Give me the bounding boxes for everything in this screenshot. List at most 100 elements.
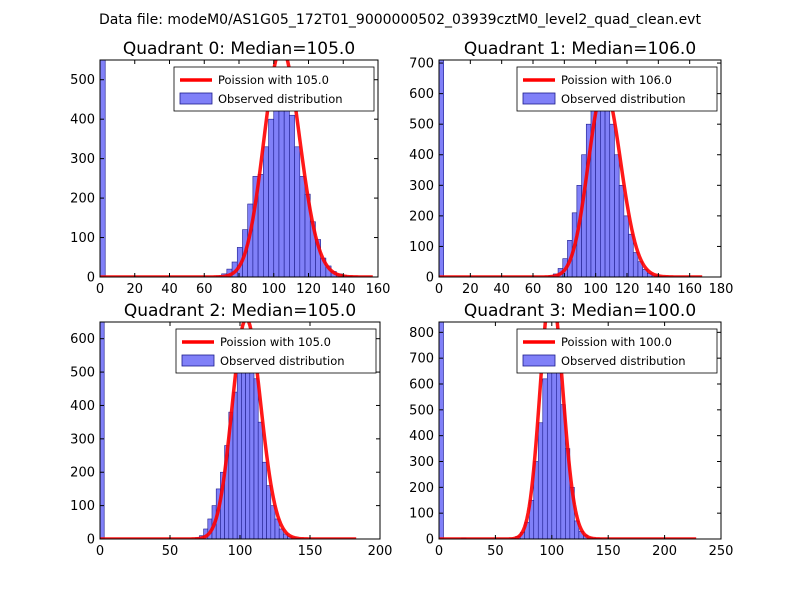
quadrant-2-hist-bar [241,345,246,539]
quadrant-0-ytick-label: 400 [70,113,95,128]
quadrant-3-ytick-label: 300 [409,455,434,470]
quadrant-2-ytick-label: 500 [70,366,95,381]
quadrant-0-ytick-label: 300 [70,152,95,167]
quadrant-1-ytick-label: 200 [409,209,434,224]
quadrant-3-ytick-label: 500 [409,403,434,418]
quadrant-3-hist-bar [542,378,548,539]
quadrant-3-ytick-label: 0 [426,533,434,548]
quadrant-0-hist-bar [273,87,280,277]
quadrant-2-hist-bar [257,421,263,539]
quadrant-0-legend-hist-swatch [179,92,213,105]
quadrant-0-hist-bar [294,146,301,277]
quadrant-3-xtick-label: 100 [539,544,564,559]
quadrant-1-xtick-label: 20 [462,282,479,297]
quadrant-1-xtick-label: 40 [493,282,510,297]
quadrant-1-xtick-label: 120 [615,282,640,297]
quadrant-0-xtick-label: 0 [96,282,104,297]
quadrant-1-ytick-label: 400 [409,148,434,163]
quadrant-3-ytick-label: 400 [409,429,434,444]
quadrant-2-legend: Poission with 105.0 Observed distribution [175,328,377,374]
quadrant-1-hist-bar [614,154,620,277]
quadrant-2-hist-edge-bar [100,322,105,539]
quadrant-2-hist-bar [236,365,242,539]
quadrant-1-ytick-label: 100 [409,240,434,255]
quadrant-1-hist-bar [604,90,611,277]
quadrant-0-data-layer [100,60,373,277]
quadrant-0-hist-bar [289,114,295,277]
quadrant-1-legend-hist-label: Observed distribution [561,92,686,106]
quadrant-1-title: Quadrant 1: Median=106.0 [464,39,696,59]
quadrant-2-hist-bar [232,391,238,539]
quadrant-1-ytick-label: 700 [409,57,434,72]
quadrant-2-ytick-label: 200 [70,466,95,481]
quadrant-1-hist-bar [628,233,634,277]
quadrant-2-hist-bar [266,485,272,539]
quadrant-3-legend-hist-label: Observed distribution [561,354,686,368]
quadrant-1-hist-bar [618,185,625,277]
quadrant-0-hist-bar [268,118,275,277]
quadrant-1-xtick-label: 140 [646,282,671,297]
quadrant-3-ytick-label: 200 [409,481,434,496]
quadrant-2-xtick-label: 100 [228,544,253,559]
quadrant-0-xtick-label: 60 [196,282,213,297]
quadrant-0-panel: 0 20 40 60 80 100 120 140 160 0 100 200 300 400 500 Qua… [70,39,390,297]
quadrant-0-ytick-label: 100 [70,231,95,246]
quadrant-0-xtick-label: 80 [231,282,248,297]
quadrant-3-legend: Poission with 100.0 Observed distribution [516,328,718,374]
quadrant-0-xtick-label: 100 [261,282,286,297]
quadrant-1-ytick-label: 300 [409,179,434,194]
quadrant-0-legend: Poission with 105.0 Observed distribution [173,66,375,112]
quadrant-1-xtick-label: 180 [709,282,734,297]
quadrant-3-hist-bar [537,422,544,539]
quadrant-0-xtick-label: 20 [126,282,143,297]
quadrant-0-poisson-curve [100,60,373,277]
quadrant-0-ytick-label: 0 [87,271,95,286]
quadrant-2-title: Quadrant 2: Median=105.0 [124,301,356,321]
quadrant-0-hist-edge-bar [100,60,106,277]
quadrant-3-xtick-label: 0 [435,544,443,559]
quadrant-0-xtick-label: 40 [161,282,178,297]
quadrant-2-xtick-label: 50 [162,544,179,559]
quadrant-1-hist-bar [632,252,639,277]
quadrant-1-ytick-label: 600 [409,87,434,102]
quadrant-2-hist-bar [249,351,255,539]
quadrant-1-xtick-label: 100 [583,282,608,297]
quadrant-3-xtick-label: 200 [652,544,677,559]
quadrant-2-hist-bar [253,378,259,539]
quadrant-0-ytick-label: 200 [70,192,95,207]
quadrant-2-xtick-label: 200 [368,544,393,559]
quadrant-3-xtick-label: 50 [487,544,504,559]
quadrant-3-xtick-label: 150 [596,544,621,559]
quadrant-1-ytick-label: 500 [409,118,434,133]
quadrant-0-xtick-label: 160 [366,282,391,297]
quadrant-1-legend-line-label: Poission with 106.0 [561,73,672,87]
quadrant-1-frame [438,59,722,278]
quadrant-2-xtick-label: 0 [96,544,104,559]
quadrant-2-legend-line-label: Poission with 105.0 [220,335,331,349]
quadrant-3-hist-bar [556,352,562,539]
figure-suptitle: Data file: modeM0/AS1G05_172T01_90000005… [99,12,701,28]
quadrant-1-xtick-label: 0 [435,282,443,297]
quadrant-1-hist-bar [600,87,606,277]
quadrant-0-legend-line-label: Poission with 105.0 [218,73,329,87]
quadrant-2-hist-bar [270,505,276,539]
quadrant-3-title: Quadrant 3: Median=100.0 [464,301,696,321]
quadrant-3-ytick-label: 800 [409,326,434,341]
quadrant-2-ytick-label: 600 [70,332,95,347]
quadrant-3-ytick-label: 600 [409,378,434,393]
quadrant-2-hist-bar [262,461,267,539]
quadrant-2-xtick-label: 150 [298,544,323,559]
quadrant-0-ytick-label: 500 [70,73,95,88]
quadrant-1-panel: 0 20 40 60 80 100 120 140 160 180 0 100 200 300 400 500… [409,39,733,297]
quadrant-1-hist-bar [595,105,601,277]
quadrant-1-xtick-label: 80 [556,282,573,297]
quadrant-2-panel: 0 50 100 150 200 0 100 200 300 400 500 600 Quadrant … [70,301,392,559]
quadrant-2-ytick-label: 0 [87,533,95,548]
quadrant-1-xtick-label: 160 [677,282,702,297]
quadrant-3-legend-hist-swatch [522,354,556,367]
quadrant-3-poisson-curve [439,322,697,539]
quadrant-3-legend-line-label: Poission with 100.0 [561,335,672,349]
quadrant-0-legend-hist-label: Observed distribution [218,92,343,106]
quadrant-3-xtick-label: 250 [709,544,734,559]
quadrant-1-legend-hist-swatch [522,92,556,105]
